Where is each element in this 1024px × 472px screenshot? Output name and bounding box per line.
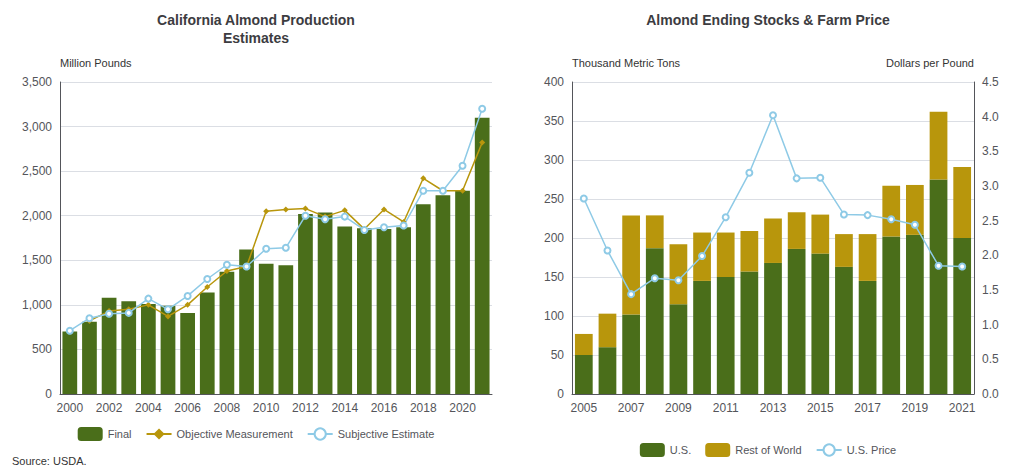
svg-text:400: 400	[544, 75, 564, 89]
svg-text:2010: 2010	[253, 401, 280, 415]
svg-text:2021: 2021	[949, 401, 976, 415]
svg-text:U.S. Price: U.S. Price	[847, 444, 897, 456]
svg-text:0.5: 0.5	[982, 352, 999, 366]
svg-text:50: 50	[551, 348, 565, 362]
svg-text:2,000: 2,000	[22, 209, 52, 223]
svg-text:0.0: 0.0	[982, 387, 999, 401]
svg-text:2002: 2002	[96, 401, 123, 415]
svg-text:2018: 2018	[410, 401, 437, 415]
svg-text:2016: 2016	[371, 401, 398, 415]
svg-text:2019: 2019	[902, 401, 929, 415]
svg-text:2011: 2011	[713, 401, 739, 415]
svg-text:3,500: 3,500	[22, 75, 52, 89]
svg-text:California Almond Production: California Almond Production	[157, 12, 355, 28]
svg-text:Almond Ending Stocks & Farm Pr: Almond Ending Stocks & Farm Price	[646, 12, 890, 28]
svg-text:0: 0	[557, 387, 564, 401]
svg-text:2004: 2004	[135, 401, 162, 415]
svg-text:Estimates: Estimates	[223, 30, 289, 46]
svg-text:3.0: 3.0	[982, 179, 999, 193]
svg-text:350: 350	[544, 114, 564, 128]
svg-text:4.5: 4.5	[982, 75, 999, 89]
svg-text:2015: 2015	[807, 401, 834, 415]
svg-text:Rest of World: Rest of World	[735, 444, 801, 456]
svg-text:2.5: 2.5	[982, 214, 999, 228]
svg-text:1,000: 1,000	[22, 298, 52, 312]
svg-text:2020: 2020	[449, 401, 476, 415]
svg-text:2009: 2009	[665, 401, 692, 415]
svg-text:500: 500	[32, 342, 52, 356]
svg-text:4.0: 4.0	[982, 110, 999, 124]
svg-text:Million Pounds: Million Pounds	[60, 57, 132, 69]
svg-text:3,000: 3,000	[22, 120, 52, 134]
svg-text:250: 250	[544, 192, 564, 206]
svg-text:2000: 2000	[56, 401, 83, 415]
svg-text:2,500: 2,500	[22, 164, 52, 178]
svg-text:2017: 2017	[854, 401, 881, 415]
svg-text:100: 100	[544, 309, 564, 323]
svg-text:Source: USDA.: Source: USDA.	[12, 455, 87, 467]
svg-text:2006: 2006	[174, 401, 201, 415]
svg-text:200: 200	[544, 231, 564, 245]
svg-text:U.S.: U.S.	[670, 444, 691, 456]
svg-text:2005: 2005	[570, 401, 597, 415]
svg-text:Dollars per Pound: Dollars per Pound	[886, 57, 974, 69]
svg-text:0: 0	[45, 387, 52, 401]
svg-text:2013: 2013	[760, 401, 787, 415]
svg-text:Subjective Estimate: Subjective Estimate	[338, 428, 435, 440]
svg-text:1,500: 1,500	[22, 253, 52, 267]
svg-text:2008: 2008	[214, 401, 241, 415]
svg-text:150: 150	[544, 270, 564, 284]
svg-text:2014: 2014	[331, 401, 358, 415]
svg-text:300: 300	[544, 153, 564, 167]
svg-text:2007: 2007	[618, 401, 645, 415]
svg-text:Objective Measurement: Objective Measurement	[177, 428, 293, 440]
svg-text:2012: 2012	[292, 401, 319, 415]
svg-text:1.5: 1.5	[982, 283, 999, 297]
svg-text:3.5: 3.5	[982, 144, 999, 158]
svg-text:Thousand Metric Tons: Thousand Metric Tons	[572, 57, 681, 69]
svg-text:Final: Final	[108, 428, 132, 440]
svg-text:1.0: 1.0	[982, 318, 999, 332]
svg-text:2.0: 2.0	[982, 248, 999, 262]
